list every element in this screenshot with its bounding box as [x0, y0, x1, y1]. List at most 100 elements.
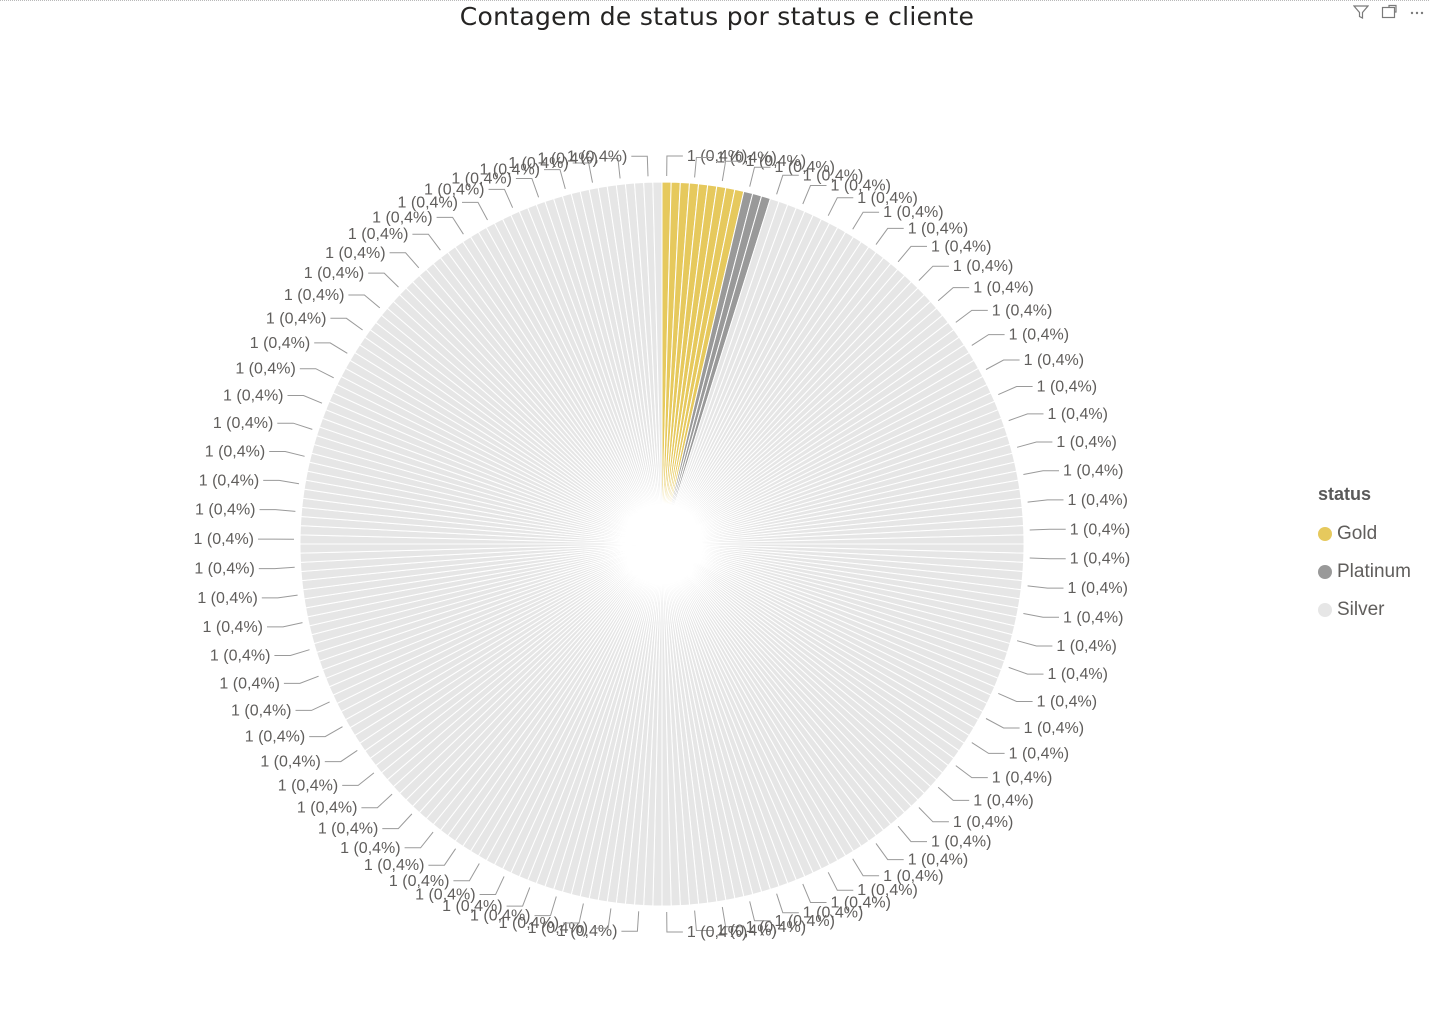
data-label: 1 (0,4%)	[213, 415, 273, 432]
more-options-icon[interactable]	[1409, 4, 1425, 20]
leader-line	[998, 692, 1033, 702]
data-label: 1 (0,4%)	[304, 265, 364, 282]
data-label: 1 (0,4%)	[1063, 463, 1123, 480]
data-label: 1 (0,4%)	[219, 675, 279, 692]
data-label: 1 (0,4%)	[398, 194, 458, 211]
data-label: 1 (0,4%)	[508, 155, 568, 172]
leader-line	[1008, 666, 1044, 675]
data-label: 1 (0,4%)	[883, 204, 943, 221]
legend-item-silver[interactable]: Silver	[1318, 591, 1411, 629]
data-label: 1 (0,4%)	[260, 754, 320, 771]
data-label: 1 (0,4%)	[953, 814, 1013, 831]
filter-icon[interactable]	[1352, 4, 1370, 20]
data-label: 1 (0,4%)	[194, 531, 254, 548]
data-label: 1 (0,4%)	[1056, 638, 1116, 655]
leader-line	[1029, 557, 1066, 560]
data-label: 1 (0,4%)	[953, 258, 1013, 275]
focus-mode-icon[interactable]	[1381, 4, 1397, 20]
leader-line	[749, 901, 771, 922]
legend-dot-silver	[1318, 603, 1332, 617]
leader-line	[955, 765, 988, 779]
data-label: 1 (0,4%)	[235, 361, 295, 378]
data-label: 1 (0,4%)	[1048, 406, 1108, 423]
data-label: 1 (0,4%)	[1068, 580, 1128, 597]
data-label: 1 (0,4%)	[1063, 609, 1123, 626]
data-label: 1 (0,4%)	[199, 472, 259, 489]
data-label: 1 (0,4%)	[1024, 720, 1084, 737]
data-label: 1 (0,4%)	[195, 502, 255, 519]
leader-line	[852, 858, 880, 877]
leader-line	[389, 252, 420, 269]
leader-line	[827, 197, 854, 216]
data-label: 1 (0,4%)	[857, 882, 917, 899]
leader-line	[1016, 640, 1053, 647]
data-label: 1 (0,4%)	[470, 908, 530, 925]
data-label: 1 (0,4%)	[746, 919, 806, 936]
data-label: 1 (0,4%)	[687, 924, 747, 941]
leader-line	[274, 649, 310, 656]
data-label: 1 (0,4%)	[992, 302, 1052, 319]
leader-line	[897, 245, 927, 263]
data-label: 1 (0,4%)	[1056, 434, 1116, 451]
leader-line	[412, 233, 441, 251]
leader-line	[749, 166, 771, 187]
data-label: 1 (0,4%)	[716, 923, 776, 940]
leader-line	[295, 701, 330, 711]
leader-line	[1027, 499, 1064, 503]
leader-line	[1008, 413, 1044, 422]
data-label: 1 (0,4%)	[415, 887, 475, 904]
leader-line	[694, 910, 713, 931]
leader-line	[263, 479, 300, 485]
leader-line	[852, 211, 880, 230]
leader-line	[368, 272, 399, 288]
data-label: 1 (0,4%)	[480, 162, 540, 179]
pie-slice-silver[interactable]	[652, 181, 663, 545]
leader-line	[436, 216, 464, 235]
leader-line	[592, 908, 612, 929]
data-label: 1 (0,4%)	[1009, 745, 1069, 762]
leader-line	[955, 309, 988, 323]
data-label: 1 (0,4%)	[318, 821, 378, 838]
leader-line	[897, 825, 927, 843]
leader-line	[572, 162, 593, 183]
leader-line	[479, 876, 505, 895]
leader-line	[621, 911, 640, 932]
leader-line	[283, 675, 319, 684]
leader-line	[918, 265, 949, 281]
leader-line	[534, 896, 557, 917]
leader-line	[666, 911, 683, 933]
leader-line	[309, 726, 343, 738]
leader-line	[971, 742, 1005, 754]
chart-title: Contagem de status por status e cliente	[459, 2, 975, 31]
data-label: 1 (0,4%)	[803, 167, 863, 184]
data-label: 1 (0,4%)	[716, 150, 776, 167]
leader-line	[324, 749, 358, 763]
leader-line	[277, 422, 313, 430]
leader-line	[453, 863, 480, 882]
data-label: 1 (0,4%)	[1037, 379, 1097, 396]
leader-line	[666, 155, 683, 177]
data-label: 1 (0,4%)	[1024, 352, 1084, 369]
data-label: 1 (0,4%)	[1037, 694, 1097, 711]
leader-line	[1029, 528, 1066, 531]
data-label: 1 (0,4%)	[250, 335, 310, 352]
data-label: 1 (0,4%)	[857, 190, 917, 207]
leader-line	[258, 566, 295, 570]
leader-line	[875, 843, 904, 861]
data-label: 1 (0,4%)	[1070, 521, 1130, 538]
leader-line	[506, 887, 531, 907]
leader-line	[776, 893, 799, 914]
leader-line	[261, 594, 298, 599]
data-label: 1 (0,4%)	[340, 840, 400, 857]
leader-line	[330, 317, 363, 331]
leader-line	[404, 831, 434, 849]
leader-line	[269, 451, 305, 457]
leader-line	[1023, 613, 1059, 618]
data-label: 1 (0,4%)	[197, 590, 257, 607]
legend: status Gold Platinum Silver	[1318, 484, 1411, 629]
data-label: 1 (0,4%)	[992, 770, 1052, 787]
data-label: 1 (0,4%)	[831, 178, 891, 195]
leader-line	[1027, 585, 1064, 589]
legend-item-gold[interactable]: Gold	[1318, 515, 1411, 553]
legend-item-platinum[interactable]: Platinum	[1318, 553, 1411, 591]
